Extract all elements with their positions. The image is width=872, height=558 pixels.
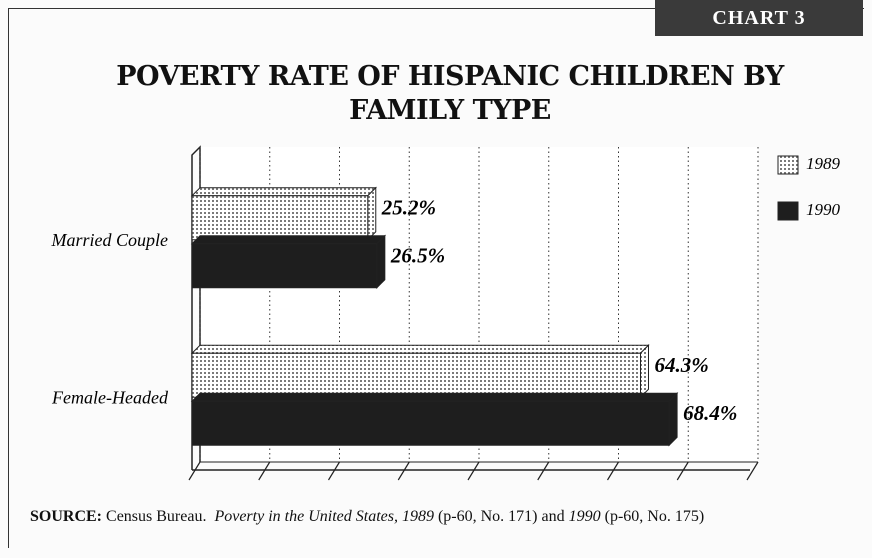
legend-label: 1989 xyxy=(806,154,841,173)
source-note: SOURCE: Census Bureau. Poverty in the Un… xyxy=(30,506,750,527)
bar xyxy=(191,243,378,289)
value-label: 25.2% xyxy=(381,196,436,220)
value-label: 26.5% xyxy=(390,244,445,268)
tick-mark xyxy=(676,461,689,481)
tick-mark xyxy=(606,461,620,481)
y-tick-label: Married Couple xyxy=(51,230,169,250)
bar-top xyxy=(190,235,387,245)
tick-mark xyxy=(258,461,271,481)
bar-side xyxy=(668,392,678,447)
bar-top xyxy=(190,344,650,354)
source-label: SOURCE: xyxy=(30,508,103,525)
bar-top xyxy=(190,392,679,402)
bar-side xyxy=(639,344,649,399)
source-text: (p-60, No. 175) xyxy=(604,508,705,525)
legend-swatch xyxy=(777,201,799,221)
tick-mark xyxy=(467,461,480,481)
source-text: Census Bureau. xyxy=(106,508,207,525)
bar xyxy=(191,195,369,241)
source-title: Poverty in the United States, 1989 xyxy=(214,508,434,525)
source-text: (p-60, No. 171) and xyxy=(437,508,565,525)
bar xyxy=(191,400,670,446)
bar xyxy=(191,352,641,398)
legend-swatch xyxy=(777,155,799,175)
tick-mark xyxy=(746,461,759,481)
chart-badge: CHART 3 xyxy=(655,0,863,36)
tick-mark xyxy=(537,461,550,481)
chart-title: POVERTY RATE OF HISPANIC CHILDREN BY FAM… xyxy=(116,61,784,126)
tick-mark xyxy=(188,461,201,481)
tick-mark xyxy=(397,461,410,481)
bar-side xyxy=(367,186,377,241)
value-label: 68.4% xyxy=(683,401,737,425)
value-label: 64.3% xyxy=(654,353,708,377)
legend-label: 1990 xyxy=(806,200,841,219)
bar-side xyxy=(376,234,386,289)
bar-top xyxy=(190,187,377,197)
frame xyxy=(8,8,864,548)
y-tick-label: Female-Headed xyxy=(51,387,169,407)
tick-mark xyxy=(327,461,341,481)
source-year: 1990 xyxy=(568,508,601,525)
